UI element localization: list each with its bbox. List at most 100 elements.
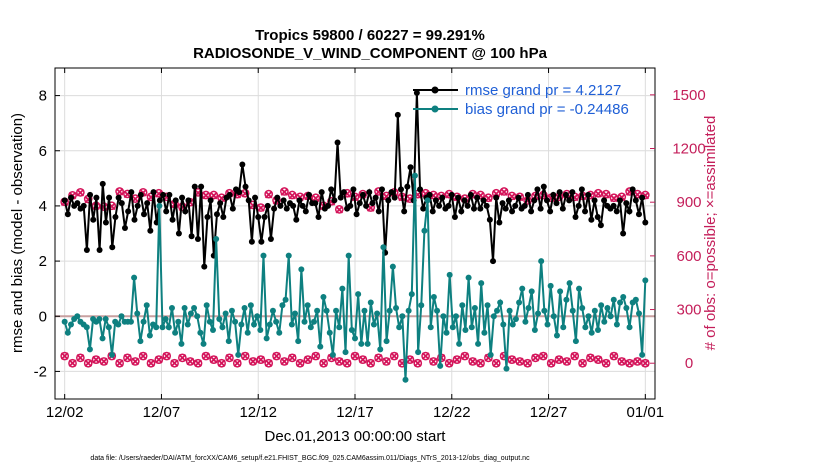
- possible-obs-mark: [130, 357, 140, 366]
- assimilated-obs-mark: [209, 355, 218, 364]
- bias-data-point: [203, 302, 210, 309]
- bias-data-point: [333, 307, 340, 314]
- rmse-data-point: [299, 202, 306, 209]
- possible-obs-mark: [311, 351, 321, 361]
- y-tick-label: -2: [34, 363, 47, 380]
- assimilated-obs-mark: [625, 359, 634, 368]
- bias-data-point: [314, 307, 321, 314]
- rmse-data-point: [169, 216, 176, 223]
- rmse-data-point: [185, 197, 192, 204]
- rmse-data-point: [302, 208, 309, 215]
- assimilated-obs-mark: [84, 359, 93, 368]
- rmse-data-point: [331, 197, 338, 204]
- rmse-series-line: [63, 92, 647, 267]
- possible-obs-mark: [350, 351, 360, 361]
- rmse-data-point: [398, 186, 405, 193]
- bias-data-point: [146, 332, 153, 339]
- bias-data-point: [310, 318, 317, 325]
- rmse-data-point: [375, 208, 382, 215]
- bias-data-point: [490, 313, 497, 320]
- bias-data-point: [96, 316, 103, 323]
- bias-data-point: [254, 313, 261, 320]
- possible-obs-mark: [280, 187, 289, 196]
- bias-data-point: [181, 304, 188, 311]
- rmse-data-point: [378, 186, 385, 193]
- assimilated-obs-mark: [241, 352, 249, 360]
- rmse-data-point: [337, 194, 344, 201]
- rmse-data-point: [613, 208, 620, 215]
- bias-data-point: [244, 329, 251, 336]
- assimilated-obs-mark: [170, 359, 179, 368]
- assimilated-obs-mark: [194, 359, 202, 368]
- bias-data-point: [339, 285, 346, 292]
- rmse-data-point: [429, 208, 436, 215]
- possible-obs-mark: [342, 358, 352, 368]
- rmse-data-point: [547, 208, 554, 215]
- bias-data-point: [544, 321, 551, 328]
- assimilated-obs-mark: [578, 359, 587, 368]
- rmse-data-point: [305, 191, 312, 198]
- possible-obs-mark: [452, 355, 462, 364]
- bias-data-point: [298, 266, 305, 273]
- assimilated-obs-mark: [319, 359, 328, 368]
- possible-obs-mark: [374, 353, 383, 363]
- bias-data-point: [159, 324, 166, 331]
- assimilated-obs-mark: [515, 357, 524, 366]
- rmse-data-point: [312, 200, 319, 207]
- rmse-data-point: [464, 202, 471, 209]
- bias-data-point: [535, 310, 542, 317]
- assimilated-obs-mark: [288, 191, 297, 200]
- possible-obs-mark: [209, 355, 219, 364]
- rmse-data-point: [179, 194, 186, 201]
- rmse-data-point: [556, 189, 563, 196]
- bias-data-point: [86, 346, 93, 353]
- bias-data-point: [591, 307, 598, 314]
- x-tick-label: 12/12: [239, 404, 277, 421]
- bias-data-point: [131, 274, 138, 281]
- rmse-data-point: [93, 194, 100, 201]
- rmse-data-point: [550, 191, 557, 198]
- possible-obs-mark: [248, 357, 258, 366]
- rmse-data-point: [575, 202, 582, 209]
- bias-data-point: [601, 318, 608, 325]
- rmse-data-point: [144, 200, 151, 207]
- assimilated-obs-mark: [468, 357, 477, 366]
- rmse-data-point: [150, 189, 157, 196]
- bias-data-point: [632, 296, 639, 303]
- rmse-data-point: [293, 216, 300, 223]
- rmse-data-point: [239, 161, 246, 168]
- rmse-data-point: [594, 213, 601, 220]
- rmse-data-point: [363, 202, 370, 209]
- bias-data-point: [563, 296, 570, 303]
- possible-obs-mark: [358, 355, 368, 364]
- assimilated-obs-mark: [311, 352, 320, 360]
- possible-obs-mark: [83, 358, 93, 368]
- bias-data-point: [168, 304, 175, 311]
- possible-obs-mark: [609, 351, 619, 361]
- possible-obs-mark: [209, 190, 219, 200]
- bias-data-point: [389, 263, 396, 270]
- possible-obs-mark: [201, 351, 211, 361]
- bias-data-point: [531, 327, 538, 334]
- bias-data-point: [191, 304, 198, 311]
- possible-obs-mark: [287, 353, 297, 363]
- rmse-data-point: [137, 191, 144, 198]
- assimilated-obs-mark: [547, 359, 556, 368]
- bias-data-point: [475, 340, 482, 347]
- rmse-data-point: [445, 202, 452, 209]
- possible-obs-mark: [617, 357, 627, 366]
- bias-data-point: [260, 252, 267, 259]
- rmse-data-point: [191, 183, 198, 190]
- bias-data-point: [209, 327, 216, 334]
- x-tick-label: 12/17: [336, 404, 374, 421]
- possible-obs-mark: [523, 358, 532, 368]
- possible-obs-mark: [170, 358, 179, 368]
- bias-data-point: [503, 365, 510, 372]
- possible-obs-mark: [538, 351, 548, 361]
- possible-obs-mark: [421, 351, 430, 361]
- possible-obs-mark: [507, 355, 517, 364]
- bias-data-point: [99, 335, 106, 342]
- possible-obs-mark: [193, 358, 203, 368]
- rmse-data-point: [64, 211, 71, 218]
- rmse-data-point: [448, 191, 455, 198]
